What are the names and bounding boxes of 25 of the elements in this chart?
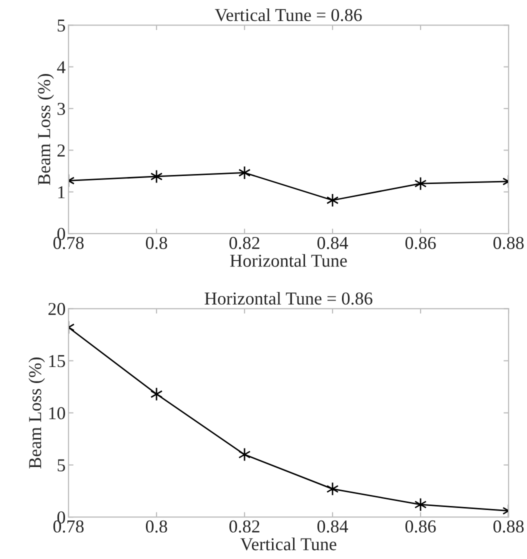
x-axis-title: Horizontal Tune bbox=[230, 254, 347, 267]
y-tick-label: 1 bbox=[58, 186, 65, 198]
x-tick-label: 0.88 bbox=[493, 236, 524, 250]
chart-title: Vertical Tune = 0.86 bbox=[214, 8, 362, 22]
y-tick-label: 10 bbox=[49, 407, 66, 420]
x-tick-label: 0.82 bbox=[229, 236, 260, 250]
x-axis-title: Vertical Tune bbox=[240, 538, 336, 550]
x-tick-label: 0.86 bbox=[405, 236, 436, 250]
x-tick-label: 0.8 bbox=[146, 520, 168, 533]
y-tick-label: 2 bbox=[57, 144, 65, 156]
y-tick-label: 20 bbox=[48, 302, 66, 316]
x-tick-label: 0.88 bbox=[493, 520, 524, 533]
y-axis-title: Beam Loss (%) bbox=[38, 74, 54, 186]
x-tick-label: 0.8 bbox=[146, 236, 168, 250]
y-tick-label: 5 bbox=[58, 20, 66, 32]
x-tick-label: 0.84 bbox=[317, 236, 348, 250]
x-tick-label: 0.84 bbox=[317, 520, 348, 533]
y-axis-title: Beam Loss (%) bbox=[28, 357, 45, 468]
x-tick-label: 0.82 bbox=[229, 520, 260, 533]
chart-title: Horizontal Tune = 0.86 bbox=[204, 292, 372, 305]
y-tick-label: 3 bbox=[58, 102, 66, 115]
x-tick-label: 0.86 bbox=[405, 520, 436, 533]
y-tick-label: 4 bbox=[57, 61, 66, 74]
y-tick-label: 15 bbox=[49, 355, 66, 368]
y-tick-label: 5 bbox=[58, 459, 66, 472]
